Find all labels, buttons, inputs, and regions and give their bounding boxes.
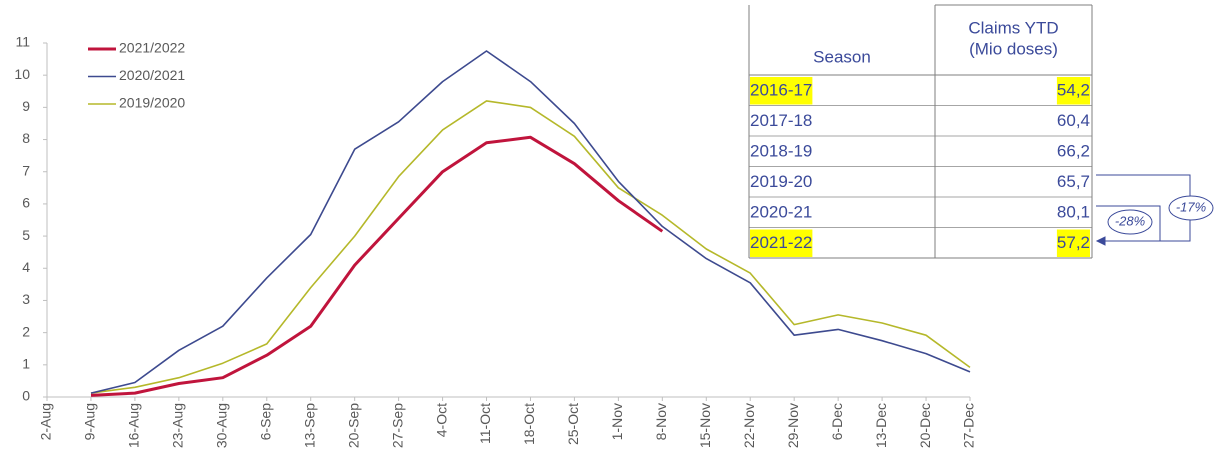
x-tick-label: 15-Nov xyxy=(697,403,713,448)
y-tick-label: 0 xyxy=(22,388,30,404)
claims-cell: 65,7 xyxy=(1057,172,1090,191)
x-tick-label: 25-Oct xyxy=(565,403,581,445)
annotation-arrows xyxy=(1095,174,1214,246)
y-tick-label: 10 xyxy=(14,66,30,82)
table: 2016-17 54,2 2017-18 60,4 2018-19 66,2 2019-20… xyxy=(748,4,1093,259)
x-tick-label: 4-Oct xyxy=(433,403,449,437)
claims-cell: 80,1 xyxy=(1057,203,1090,222)
y-tick-label: 9 xyxy=(22,98,30,114)
season-cell: 2018-19 xyxy=(750,142,812,161)
y-tick-label: 3 xyxy=(22,291,30,307)
claims-cell: 60,4 xyxy=(1057,111,1090,130)
annotation-bubble xyxy=(1107,209,1153,235)
y-tick-label: 1 xyxy=(22,356,30,372)
highlight xyxy=(750,77,813,105)
series-line xyxy=(90,135,664,397)
y-tick-label: 6 xyxy=(22,195,30,211)
x-tick-label: 29-Nov xyxy=(785,403,801,448)
y-tick-label: 11 xyxy=(15,34,30,50)
x-tick-label: 8-Nov xyxy=(653,403,669,440)
x-tick-label: 9-Aug xyxy=(82,403,98,440)
x-tick-label: 20-Sep xyxy=(345,403,361,448)
y-tick-label: 2 xyxy=(22,323,30,339)
y-tick-label: 5 xyxy=(22,227,30,243)
series-line xyxy=(90,50,971,394)
x-tick-label: 27-Sep xyxy=(389,403,405,448)
highlight xyxy=(1056,77,1090,105)
y-tick-label: 7 xyxy=(22,162,30,178)
season-cell: 2019-20 xyxy=(750,172,812,191)
highlight xyxy=(1056,229,1090,257)
arrow-28 xyxy=(1096,205,1161,241)
legend-label: 2019/2020 xyxy=(119,95,185,111)
header-claims: Claims YTD xyxy=(968,18,1058,37)
y-tick-label: 4 xyxy=(22,259,30,275)
header-season: Season xyxy=(813,47,871,66)
x-tick-label: 22-Nov xyxy=(741,403,757,448)
x-tick-label: 6-Dec xyxy=(829,403,845,440)
x-tick-label: 16-Aug xyxy=(126,403,142,448)
season-cell: 2017-18 xyxy=(750,111,812,130)
x-tick-label: 2-Aug xyxy=(38,403,54,440)
series-line xyxy=(90,100,971,394)
claims-cell: 54,2 xyxy=(1057,81,1090,100)
x-tick-label: 30-Aug xyxy=(214,403,230,448)
x-tick-label: 27-Dec xyxy=(961,403,977,448)
legend-label: 2020/2021 xyxy=(119,67,185,83)
season-cell: 2021-22 xyxy=(750,233,812,252)
season-cell: 2020-21 xyxy=(750,203,812,222)
x-tick-label: 13-Sep xyxy=(301,403,317,448)
annotation: -17% xyxy=(1176,199,1206,214)
y-tick-label: 8 xyxy=(22,130,30,146)
x-tick-label: 13-Dec xyxy=(873,403,889,448)
claims-cell: 57,2 xyxy=(1057,233,1090,252)
claims-cell: 66,2 xyxy=(1057,142,1090,161)
highlight xyxy=(750,229,813,257)
season-cell: 2016-17 xyxy=(750,81,812,100)
header-claims: (Mio doses) xyxy=(969,39,1058,58)
x-tick-label: 18-Oct xyxy=(521,403,537,445)
x-tick-label: 20-Dec xyxy=(917,403,933,448)
legend-label: 2021/2022 xyxy=(119,40,185,56)
x-tick-label: 1-Nov xyxy=(609,403,625,440)
x-tick-label: 23-Aug xyxy=(170,403,186,448)
annotation-bubble xyxy=(1168,195,1214,221)
x-tick-label: 11-Oct xyxy=(477,403,493,444)
x-tick-label: 6-Sep xyxy=(257,403,273,441)
annotation: -28% xyxy=(1115,213,1145,228)
arrow-head xyxy=(1095,236,1106,246)
